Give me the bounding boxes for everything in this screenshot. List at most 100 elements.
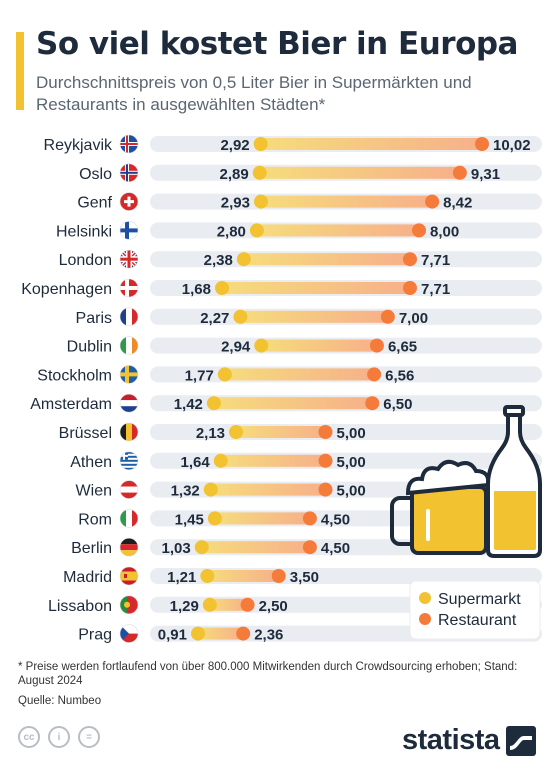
- sweden-flag-icon: [119, 365, 139, 384]
- restaurant-value-label: 3,50: [290, 569, 319, 586]
- supermarkt-point: [194, 540, 209, 555]
- restaurant-value-label: 2,36: [254, 627, 283, 644]
- price-range-bar: [220, 454, 326, 467]
- price-range-bar: [260, 138, 482, 150]
- spain-flag-icon: [119, 566, 139, 586]
- restaurant-value-label: 9,31: [471, 166, 500, 183]
- supermarkt-value-label: 2,94: [221, 339, 251, 356]
- price-range-bar: [236, 426, 326, 438]
- ireland-flag-icon: [119, 336, 139, 355]
- restaurant-value-label: 4,50: [321, 511, 350, 528]
- price-range-bar: [209, 598, 248, 611]
- statista-logo-icon: [505, 725, 536, 756]
- restaurant-value-label: 6,65: [388, 339, 417, 356]
- portugal-flag-icon: [119, 595, 139, 615]
- mug-foam: [405, 459, 491, 496]
- restaurant-point: [318, 453, 333, 468]
- czech-republic-flag-icon: [119, 624, 139, 643]
- price-range-bar: [198, 627, 244, 640]
- supermarkt-value-label: 1,32: [171, 483, 200, 500]
- restaurant-point: [302, 540, 317, 555]
- supermarkt-value-label: 2,80: [217, 223, 246, 240]
- supermarkt-value-label: 2,13: [196, 425, 225, 442]
- city-label: Genf: [77, 195, 112, 212]
- supermarkt-value-label: 1,68: [182, 281, 211, 298]
- supermarkt-value-label: 2,27: [200, 310, 229, 327]
- restaurant-point: [452, 165, 467, 180]
- denmark-flag-icon: [119, 278, 139, 298]
- restaurant-value-label: 8,00: [430, 223, 459, 240]
- chart-title: So viel kostet Bier in Europa: [36, 26, 518, 62]
- supermarkt-value-label: 2,89: [220, 166, 249, 183]
- switzerland-flag-icon: [119, 192, 139, 211]
- city-label: Stockholm: [37, 367, 112, 384]
- attribution-icon: i: [48, 726, 70, 748]
- supermarkt-point: [191, 626, 205, 641]
- city-label: Dublin: [67, 339, 112, 356]
- supermarkt-point: [217, 367, 232, 382]
- legend-supermarkt-label: Supermarkt: [438, 591, 521, 608]
- restaurant-point: [412, 223, 427, 238]
- united-kingdom-flag-icon: [119, 249, 139, 269]
- supermarkt-point: [253, 194, 268, 209]
- restaurant-value-label: 7,71: [421, 252, 450, 269]
- supermarkt-point: [202, 597, 217, 612]
- norway-flag-icon: [119, 163, 139, 183]
- supermarkt-value-label: 1,45: [175, 511, 204, 528]
- price-range-bar: [243, 253, 410, 266]
- supermarkt-point: [229, 425, 244, 439]
- price-range-bar: [201, 541, 310, 554]
- legend-supermarkt-marker: [419, 592, 431, 604]
- price-range-bar: [240, 310, 388, 323]
- cc-icon: cc: [18, 726, 40, 748]
- restaurant-point: [475, 137, 489, 151]
- restaurant-point: [369, 338, 384, 353]
- supermarkt-point: [253, 137, 268, 151]
- supermarkt-value-label: 2,93: [221, 195, 250, 212]
- legend-restaurant-marker: [419, 613, 431, 625]
- price-range-bar: [214, 512, 310, 525]
- supermarkt-value-label: 1,29: [170, 598, 199, 615]
- price-range-bar: [259, 166, 460, 179]
- restaurant-value-label: 6,50: [383, 396, 412, 413]
- chart-subtitle: Durchschnittspreis von 0,5 Liter Bier in…: [36, 73, 472, 114]
- statista-brand[interactable]: statista: [402, 724, 536, 757]
- supermarkt-value-label: 0,91: [158, 627, 187, 644]
- supermarkt-point: [203, 482, 218, 497]
- restaurant-point: [380, 309, 395, 324]
- restaurant-value-label: 5,00: [337, 454, 366, 471]
- restaurant-point: [318, 425, 333, 439]
- supermarkt-point: [200, 569, 215, 583]
- supermarkt-value-label: 2,38: [204, 252, 233, 269]
- restaurant-point: [302, 511, 317, 526]
- price-range-bar: [222, 282, 410, 294]
- supermarkt-value-label: 1,21: [167, 569, 196, 586]
- city-label: Prag: [78, 627, 112, 644]
- license-icons: cc i =: [18, 726, 100, 748]
- germany-flag-icon: [119, 537, 139, 557]
- dumbbell-chart: Reykjavik 2,92 10,02 Oslo 2,89 9,31 Genf 2,93 8,…: [21, 134, 542, 644]
- restaurant-value-label: 2,50: [259, 598, 288, 615]
- supermarkt-value-label: 1,42: [174, 396, 203, 413]
- netherlands-flag-icon: [119, 393, 139, 413]
- restaurant-point: [425, 194, 440, 209]
- austria-flag-icon: [119, 480, 139, 499]
- price-range-bar: [207, 570, 279, 582]
- city-label: Wien: [76, 483, 112, 500]
- restaurant-point: [402, 252, 417, 267]
- supermarkt-value-label: 1,64: [181, 454, 211, 471]
- restaurant-point: [271, 569, 286, 583]
- restaurant-point: [365, 396, 380, 411]
- supermarkt-point: [213, 453, 228, 468]
- city-label: Oslo: [79, 166, 112, 183]
- supermarkt-point: [207, 511, 222, 526]
- supermarkt-point: [233, 309, 248, 324]
- city-label: Berlin: [71, 540, 112, 557]
- mug-handle: [390, 496, 412, 546]
- greece-flag-icon: [119, 451, 139, 471]
- city-label: Amsterdam: [30, 396, 112, 413]
- mug-body: [410, 485, 488, 555]
- restaurant-value-label: 4,50: [321, 540, 350, 557]
- restaurant-point: [402, 281, 417, 295]
- restaurant-value-label: 5,00: [337, 483, 366, 500]
